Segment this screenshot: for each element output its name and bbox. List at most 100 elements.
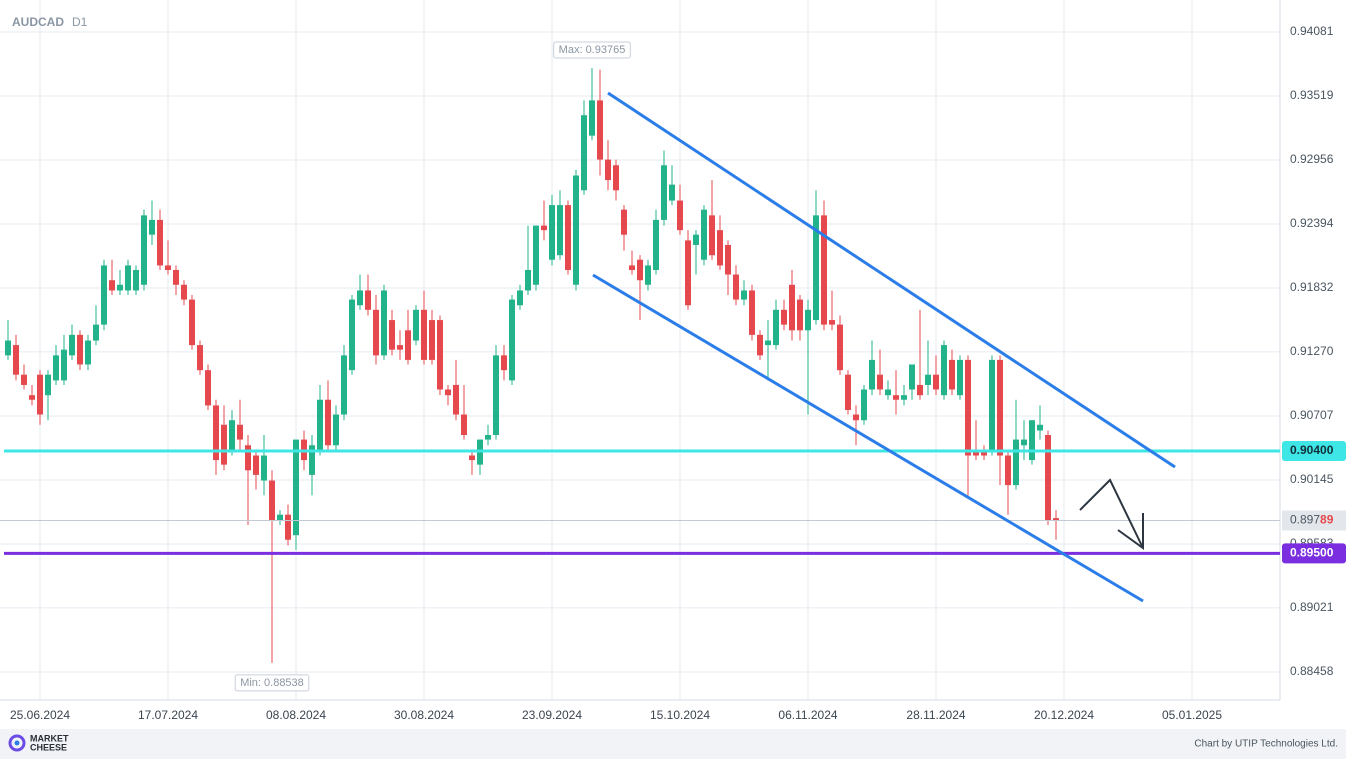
candle-body	[61, 349, 67, 381]
y-tick-label: 0.92394	[1290, 216, 1334, 230]
candle-body	[525, 269, 531, 291]
symbol: AUDCAD	[12, 15, 64, 29]
y-tick-label: 0.89021	[1290, 600, 1334, 614]
candle-body	[885, 389, 891, 396]
candle-body	[133, 269, 139, 291]
x-tick-label: 28.11.2024	[906, 708, 965, 722]
last-price-box	[1282, 510, 1346, 531]
candle-body	[317, 399, 323, 450]
candle-body	[637, 259, 643, 281]
candle-body	[1029, 420, 1035, 461]
extreme-label: Max: 0.93765	[559, 44, 626, 56]
candle-body	[765, 340, 771, 346]
candle-body	[405, 330, 411, 360]
x-tick-label: 06.11.2024	[778, 708, 837, 722]
candle-body	[845, 374, 851, 410]
levels	[0, 449, 1280, 555]
candle-body	[381, 290, 387, 356]
candle-body	[501, 355, 507, 371]
candle-body	[389, 320, 395, 350]
candle-body	[509, 299, 515, 381]
y-tick-label: 0.92956	[1290, 152, 1334, 166]
candle-body	[93, 324, 99, 341]
level-label: 0.90400	[1290, 443, 1334, 457]
candle-body	[421, 309, 427, 360]
candle-body	[229, 420, 235, 450]
x-tick-label: 20.12.2024	[1034, 708, 1094, 722]
x-tick-label: 17.07.2024	[138, 708, 198, 722]
candle-body	[989, 359, 995, 450]
candle-body	[197, 345, 203, 371]
candle-body	[645, 265, 651, 285]
credit: Chart by UTIP Technologies Ltd.	[1194, 739, 1338, 750]
candle-body	[717, 230, 723, 266]
level-label: 0.89500	[1290, 546, 1334, 560]
level-box	[1282, 543, 1346, 564]
candle-body	[101, 265, 107, 325]
candle-body	[893, 395, 899, 400]
y-tick-label: 0.93519	[1290, 88, 1334, 102]
x-tick-label: 23.09.2024	[522, 708, 582, 722]
candle-body	[581, 115, 587, 191]
candle-body	[805, 309, 811, 331]
candle-body	[869, 359, 875, 390]
candle-body	[661, 165, 667, 220]
y-tick-label: 0.91832	[1290, 280, 1334, 294]
candle-body	[965, 359, 971, 456]
candle-body	[173, 269, 179, 285]
candle-body	[205, 370, 211, 406]
candle-body	[741, 290, 747, 300]
candle-body	[341, 355, 347, 415]
last-price-label: 0.89789	[1290, 513, 1334, 527]
candle-body	[461, 414, 467, 436]
candle-body	[685, 240, 691, 306]
logo-dot	[14, 740, 20, 746]
y-tick-label: 0.88458	[1290, 664, 1334, 678]
candle-body	[261, 455, 267, 481]
candle-body	[21, 374, 27, 385]
candle-body	[797, 299, 803, 331]
candle-body	[957, 359, 963, 396]
candle-body	[733, 274, 739, 300]
candle-body	[1005, 455, 1011, 486]
candle-body	[837, 324, 843, 371]
candle-body	[429, 320, 435, 360]
logo-line: CHEESE	[30, 742, 67, 752]
candle-body	[1045, 435, 1051, 521]
candle-body	[109, 280, 115, 291]
candle-body	[469, 455, 475, 461]
candle-body	[365, 290, 371, 310]
candle-body	[141, 215, 147, 285]
timeframe: D1	[72, 15, 88, 29]
candle-body	[861, 389, 867, 421]
candle-body	[901, 395, 907, 400]
candle-body	[605, 159, 611, 181]
candle-body	[253, 455, 259, 475]
y-tick-label: 0.90145	[1290, 472, 1334, 486]
candle-body	[621, 209, 627, 235]
level-box	[1282, 440, 1346, 461]
candle-body	[533, 225, 539, 285]
candle-body	[293, 439, 299, 536]
candle-body	[541, 225, 547, 231]
logo-line: MARKET	[30, 733, 69, 743]
candle-body	[13, 345, 19, 375]
candle-body	[69, 334, 75, 356]
candles	[5, 67, 1059, 663]
candle-body	[37, 374, 43, 415]
candle-body	[53, 355, 59, 381]
candle-body	[485, 435, 491, 440]
candle-body	[45, 374, 51, 396]
candle-body	[29, 395, 35, 400]
candle-body	[309, 445, 315, 475]
candle-body	[277, 514, 283, 521]
channel-upper	[607, 91, 1176, 469]
candle-body	[373, 309, 379, 356]
candle-body	[701, 209, 707, 260]
x-tick-label: 25.06.2024	[10, 708, 70, 722]
candle-body	[773, 309, 779, 346]
candle-body	[917, 384, 923, 396]
candle-body	[925, 374, 931, 385]
